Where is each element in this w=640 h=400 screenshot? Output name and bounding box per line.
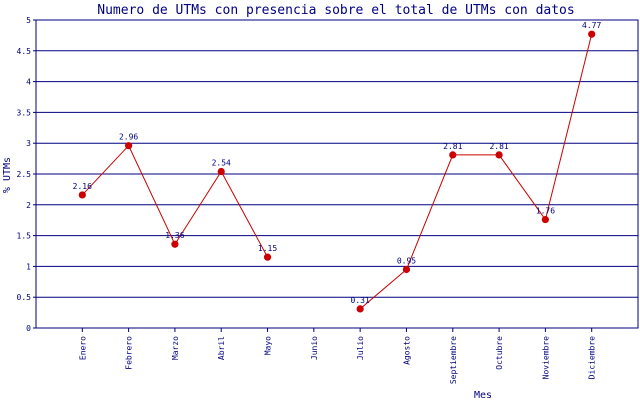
data-label: 2.81 [489, 142, 508, 151]
x-tick-label: Mayo [264, 336, 273, 355]
data-point [356, 305, 364, 313]
y-tick-label: 3 [26, 139, 31, 148]
data-point [171, 240, 179, 248]
x-tick-label: Abril [217, 336, 226, 360]
x-tick-label: Febrero [125, 336, 134, 370]
y-tick-label: 4.5 [17, 47, 32, 56]
y-tick-label: 3.5 [17, 108, 32, 117]
series [78, 30, 596, 313]
gridlines [36, 19, 638, 329]
x-tick-label: Noviembre [541, 336, 550, 380]
x-tick-label: Octubre [495, 336, 504, 370]
data-label: 2.54 [212, 159, 231, 168]
data-point [125, 142, 133, 150]
data-label: 2.96 [119, 133, 138, 142]
x-tick-label: Julio [356, 336, 365, 360]
data-point [263, 253, 272, 261]
x-tick-label: Agosto [402, 336, 411, 365]
data-point [588, 30, 596, 38]
x-tick-label: Marzo [171, 336, 180, 360]
y-tick-label: 2 [26, 201, 31, 210]
data-labels: 2.16 2.96 1.36 2.54 1.15 0.31 0.95 2.81 2.81 1.76… [73, 21, 602, 305]
y-axis: 0 0.5 1 1.5 2 2.5 3 3.5 4 4.5 5 [17, 16, 36, 333]
data-point [78, 191, 86, 199]
x-tick-label: Enero [78, 336, 87, 360]
data-label: 1.36 [165, 231, 184, 240]
y-tick-label: 0.5 [17, 293, 32, 302]
x-tick-label: Junio [310, 336, 319, 360]
data-label: 4.77 [582, 21, 601, 30]
data-label: 2.81 [443, 142, 462, 151]
data-point [449, 151, 457, 159]
x-axis-title: Mes [474, 390, 492, 400]
data-point [495, 151, 503, 159]
data-point [217, 167, 225, 176]
data-label: 0.31 [351, 296, 370, 305]
y-tick-label: 1.5 [17, 232, 32, 241]
y-tick-label: 5 [26, 16, 31, 25]
data-point [402, 265, 411, 274]
y-tick-label: 2.5 [17, 170, 32, 179]
series-line [359, 34, 593, 310]
y-tick-label: 1 [26, 262, 31, 271]
series-line [81, 144, 268, 258]
data-point [541, 215, 549, 224]
y-tick-label: 0 [26, 324, 31, 333]
data-label: 1.76 [536, 207, 555, 216]
chart-title: Numero de UTMs con presencia sobre el to… [97, 3, 574, 18]
x-tick-label: Diciembre [588, 336, 597, 380]
data-label: 0.95 [397, 256, 416, 265]
x-axis: Enero Febrero Marzo Abril Mayo Junio Julio Agos… [78, 328, 597, 384]
data-label: 1.15 [258, 244, 277, 253]
x-tick-label: Septiembre [449, 336, 458, 384]
data-label: 2.16 [73, 182, 92, 191]
y-tick-label: 4 [26, 78, 31, 87]
y-axis-title: % UTMs [2, 157, 13, 193]
